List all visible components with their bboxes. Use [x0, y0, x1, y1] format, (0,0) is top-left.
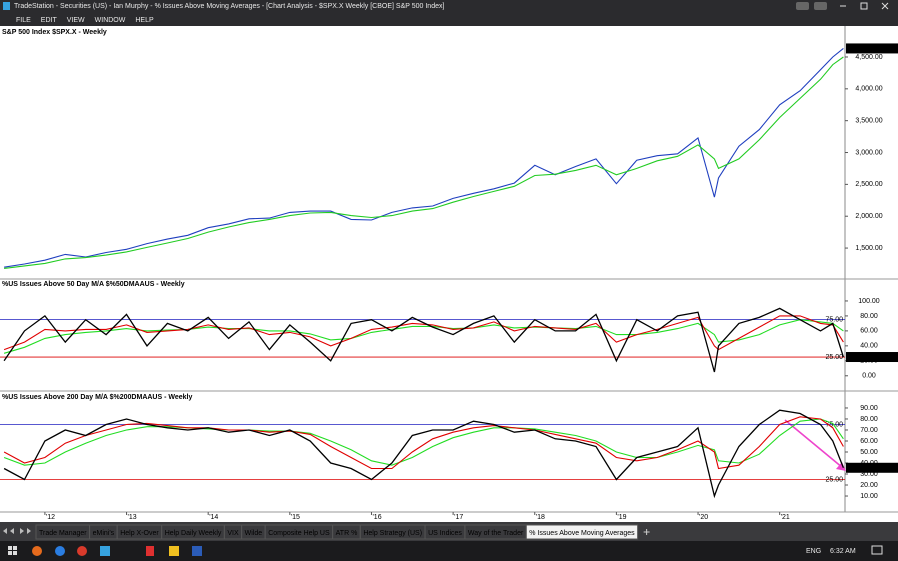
- tab-label[interactable]: Trade Manager: [39, 530, 87, 537]
- annotation-arrowhead: [836, 462, 846, 471]
- window-button[interactable]: [796, 2, 809, 10]
- menu-item[interactable]: HELP: [135, 17, 154, 24]
- y-tick-label: 0.00: [862, 373, 876, 380]
- y-tick-label: 70.00: [860, 427, 878, 434]
- tab[interactable]: [525, 524, 639, 540]
- taskbar-app[interactable]: [146, 546, 154, 556]
- title-bar: [0, 0, 898, 26]
- tab-label[interactable]: Composite Help US: [268, 530, 330, 537]
- close[interactable]: [881, 2, 889, 10]
- y-tick-label: 60.00: [860, 328, 878, 335]
- y-tick-label: 1,500.00: [855, 245, 882, 252]
- y-tick-label: 2,000.00: [855, 213, 882, 220]
- annotation-arrow: [784, 419, 844, 469]
- taskbar-app[interactable]: [32, 546, 42, 556]
- x-tick-label: '14: [209, 514, 218, 521]
- y-tick-label: 4,000.00: [855, 86, 882, 93]
- x-tick-label: '15: [291, 514, 300, 521]
- start-button[interactable]: [13, 546, 17, 550]
- last-value-label: 35.66: [849, 465, 867, 472]
- series-line: [3, 416, 844, 470]
- y-tick-label: 60.00: [860, 438, 878, 445]
- taskbar-app[interactable]: [77, 546, 87, 556]
- y-tick-label: 80.00: [860, 416, 878, 423]
- last-value-box: [846, 462, 898, 473]
- window-title: TradeStation - Securities (US) - Ian Mur…: [14, 3, 444, 10]
- y-tick-label: 2,500.00: [855, 181, 882, 188]
- app-icon: [3, 2, 10, 10]
- tab-label[interactable]: Help Daily Weekly: [165, 530, 222, 537]
- y-tick-label: 4,500.00: [855, 54, 882, 61]
- window-button[interactable]: [814, 2, 827, 10]
- x-tick-label: '19: [617, 514, 626, 521]
- last-value-label: 25.08: [849, 354, 867, 361]
- y-tick-label: 80.00: [860, 313, 878, 320]
- y-tick-label: 90.00: [860, 405, 878, 412]
- start-button[interactable]: [8, 551, 12, 555]
- last-value-label: 4,634.09: [849, 45, 876, 52]
- new-tab[interactable]: [643, 529, 650, 535]
- menu-item[interactable]: WINDOW: [95, 17, 126, 24]
- last-value-box: [846, 352, 898, 363]
- x-tick-label: '13: [128, 514, 137, 521]
- tab-label[interactable]: Help Strategy (US): [363, 530, 422, 537]
- tab-label[interactable]: ATR %: [336, 530, 358, 537]
- series-line: [3, 307, 845, 373]
- series-line: [3, 409, 845, 499]
- reference-label: 25.00: [825, 354, 843, 361]
- taskbar-app[interactable]: [169, 546, 179, 556]
- panel-title: %US Issues Above 50 Day M/A $%50DMAAUS -…: [2, 281, 185, 288]
- language[interactable]: ENG: [806, 548, 821, 555]
- taskbar-app[interactable]: [100, 546, 110, 556]
- last-value-box: [846, 43, 898, 54]
- y-tick-label: 50.00: [860, 449, 878, 456]
- x-tick-label: '21: [781, 514, 790, 521]
- x-tick-label: '12: [46, 514, 55, 521]
- menu-item[interactable]: FILE: [16, 17, 31, 24]
- x-tick-label: '17: [454, 514, 463, 521]
- start-button[interactable]: [8, 546, 12, 550]
- taskbar: [0, 541, 898, 561]
- y-tick-label: 10.00: [860, 493, 878, 500]
- y-tick-label: 3,500.00: [855, 118, 882, 125]
- menu-item[interactable]: VIEW: [67, 17, 85, 24]
- y-tick-label: 20.00: [860, 482, 878, 489]
- reference-label: 75.00: [825, 317, 843, 324]
- taskbar-app[interactable]: [192, 546, 202, 556]
- tab-label[interactable]: VIX: [227, 530, 239, 537]
- x-tick-label: '16: [372, 514, 381, 521]
- reference-label: 25.00: [825, 476, 843, 483]
- x-tick-label: '18: [536, 514, 545, 521]
- start-button[interactable]: [13, 551, 17, 555]
- clock[interactable]: 6:32 AM: [830, 548, 856, 555]
- tab-label[interactable]: Wilde: [245, 530, 263, 537]
- taskbar-app[interactable]: [55, 546, 65, 556]
- y-tick-label: 30.00: [860, 471, 878, 478]
- tab-label[interactable]: eMini's: [93, 530, 115, 537]
- x-tick-label: '20: [699, 514, 708, 521]
- tab-label[interactable]: % Issues Above Moving Averages: [529, 530, 635, 537]
- tab-label[interactable]: Help X-Over: [120, 530, 159, 537]
- notifications[interactable]: [871, 545, 883, 555]
- tab-label[interactable]: US Indices: [428, 530, 462, 537]
- series-line: [3, 418, 844, 466]
- series-line: [4, 56, 844, 269]
- y-tick-label: 100.00: [858, 298, 880, 305]
- panel-title: %US Issues Above 200 Day M/A $%200DMAAUS…: [2, 394, 192, 401]
- series-line: [4, 47, 844, 268]
- menu-item[interactable]: EDIT: [41, 17, 58, 24]
- y-tick-label: 40.00: [860, 343, 878, 350]
- tab-label[interactable]: Way of the Trader: [468, 530, 524, 537]
- y-tick-label: 3,000.00: [855, 149, 882, 156]
- maximize[interactable]: [860, 2, 868, 10]
- panel-title: S&P 500 Index $SPX.X - Weekly: [2, 29, 107, 36]
